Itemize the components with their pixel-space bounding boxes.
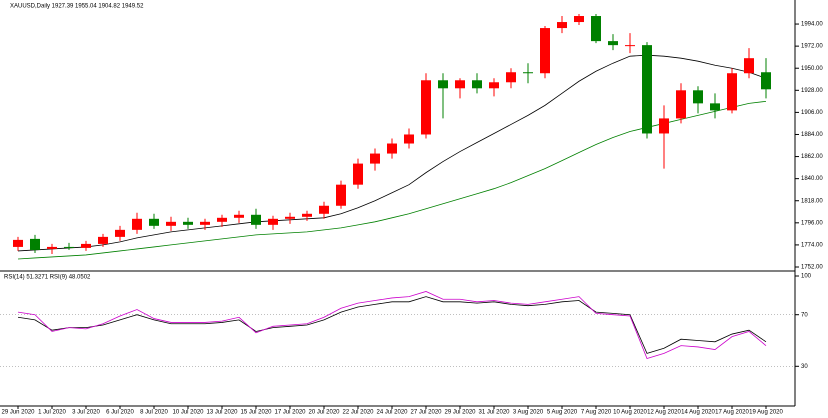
x-tick-label: 3 Jul 2020 <box>72 410 100 416</box>
x-tick-label: 3 Aug 2020 <box>513 410 544 416</box>
candle-body <box>81 243 91 248</box>
candle-body <box>659 118 669 134</box>
x-tick-label: 17 Jul 2020 <box>274 410 306 416</box>
x-tick-label: 15 Jul 2020 <box>240 410 272 416</box>
candle-body <box>268 218 278 225</box>
candle-body <box>115 229 125 237</box>
rsi-title: RSI(14) 51.3271 RSI(9) 48.0502 <box>4 275 91 281</box>
y-tick-label: 1796.00 <box>801 220 823 226</box>
x-tick-label: 14 Aug 2020 <box>681 410 715 416</box>
y-tick-label: 70 <box>801 312 808 318</box>
candle-body <box>761 72 771 90</box>
candle-body <box>744 58 754 74</box>
chart-title: XAUUSD,Daily 1927.39 1955.04 1904.82 194… <box>10 4 144 10</box>
candle-body <box>421 80 431 135</box>
candle-body <box>285 216 295 219</box>
candle-body <box>455 80 465 89</box>
x-tick-label: 1 Jul 2020 <box>38 410 66 416</box>
candle-body <box>625 45 635 47</box>
candle-body <box>591 16 601 42</box>
x-tick-label: 10 Jul 2020 <box>172 410 204 416</box>
candle-body <box>30 238 40 250</box>
candle-body <box>438 80 448 89</box>
candle-body <box>234 214 244 218</box>
y-tick-label: 1950.00 <box>801 66 823 72</box>
candle-body <box>540 28 550 74</box>
x-tick-label: 17 Aug 2020 <box>715 410 749 416</box>
candle-body <box>217 217 227 222</box>
y-tick-label: 1840.00 <box>801 176 823 182</box>
candle-body <box>642 45 652 134</box>
candle-body <box>200 221 210 225</box>
candle-body <box>132 218 142 230</box>
candle-body <box>727 73 737 111</box>
x-tick-label: 13 Jul 2020 <box>206 410 238 416</box>
candle-body <box>64 246 74 248</box>
y-tick-label: 1884.00 <box>801 132 823 138</box>
y-tick-label: 1862.00 <box>801 154 823 160</box>
y-tick-label: 1752.00 <box>801 265 823 271</box>
y-tick-label: 100 <box>801 274 812 280</box>
x-tick-label: 8 Jul 2020 <box>140 410 168 416</box>
x-tick-label: 29 Jun 2020 <box>1 410 35 416</box>
line <box>17 296 767 354</box>
x-tick-label: 6 Jul 2020 <box>106 410 134 416</box>
x-tick-label: 31 Jul 2020 <box>478 410 510 416</box>
candle-body <box>98 236 108 244</box>
y-tick-label: 30 <box>801 364 808 370</box>
x-tick-label: 24 Jul 2020 <box>376 410 408 416</box>
candle-body <box>574 16 584 23</box>
candle-body <box>13 239 23 247</box>
line <box>17 291 767 360</box>
candle-body <box>557 22 567 29</box>
x-tick-label: 22 Jul 2020 <box>342 410 374 416</box>
candle-body <box>489 82 499 89</box>
candle-body <box>472 80 482 89</box>
x-tick-label: 29 Jul 2020 <box>444 410 476 416</box>
line <box>17 54 767 252</box>
candle-body <box>370 153 380 164</box>
line <box>17 100 767 260</box>
candle-body <box>710 103 720 111</box>
candle-body <box>608 41 618 46</box>
candle-body <box>149 218 159 226</box>
candle-body <box>693 90 703 104</box>
candle-body <box>336 184 346 206</box>
y-tick-label: 1906.00 <box>801 110 823 116</box>
candle-body <box>251 214 261 225</box>
candle-body <box>302 213 312 217</box>
candle-body <box>523 72 533 74</box>
x-tick-label: 7 Aug 2020 <box>581 410 612 416</box>
candle-body <box>166 221 176 226</box>
x-tick-label: 5 Aug 2020 <box>547 410 578 416</box>
x-tick-label: 10 Aug 2020 <box>613 410 647 416</box>
x-tick-label: 12 Aug 2020 <box>647 410 681 416</box>
candle-body <box>183 221 193 225</box>
candle-body <box>506 72 516 83</box>
candle-body <box>319 205 329 214</box>
y-tick-label: 1774.00 <box>801 242 823 248</box>
candle-body <box>676 90 686 119</box>
x-tick-label: 27 Jul 2020 <box>410 410 442 416</box>
y-tick-label: 1928.00 <box>801 88 823 94</box>
x-tick-label: 20 Jul 2020 <box>308 410 340 416</box>
candle-body <box>404 134 414 144</box>
y-tick-label: 1818.00 <box>801 198 823 204</box>
candle-body <box>387 143 397 154</box>
x-tick-label: 19 Aug 2020 <box>749 410 783 416</box>
y-tick-label: 1994.00 <box>801 22 823 28</box>
candle-body <box>47 246 57 249</box>
y-tick-label: 1972.00 <box>801 44 823 50</box>
candle-body <box>353 163 363 185</box>
